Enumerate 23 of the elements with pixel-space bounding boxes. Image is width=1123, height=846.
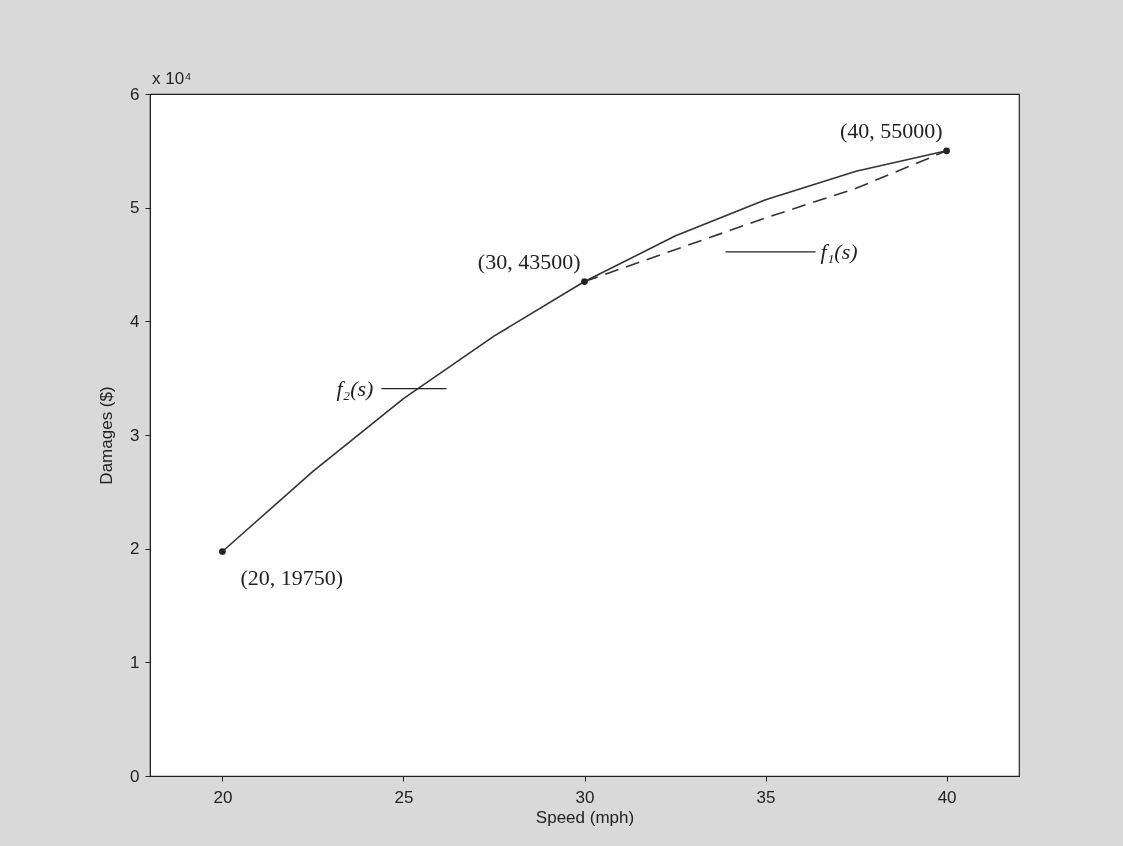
- annotation: (30, 43500): [477, 248, 581, 274]
- y-tick-label: 4: [130, 311, 140, 331]
- y-tick-label: 6: [130, 84, 140, 104]
- y-tick-label: 5: [130, 198, 140, 218]
- x-tick-label: 30: [575, 787, 595, 807]
- x-tick-label: 20: [213, 787, 233, 807]
- point: [581, 278, 588, 285]
- y-tick-label: 3: [130, 425, 140, 445]
- y-axis-title: Damages ($): [97, 386, 117, 485]
- x-tick-label: 35: [756, 787, 776, 807]
- x-axis-title: Speed (mph): [535, 807, 635, 827]
- point: [943, 147, 950, 155]
- y-tick-label: 0: [130, 766, 140, 786]
- annotation: (20, 19750): [240, 564, 344, 590]
- text: x 10⁴: [152, 69, 192, 88]
- series-label: f₂(s): [336, 375, 374, 401]
- x-tick-label: 25: [394, 787, 414, 807]
- annotation: (40, 55000): [839, 117, 943, 143]
- point: [219, 548, 226, 555]
- series-label: f₁(s): [820, 238, 858, 264]
- y-tick-label: 1: [130, 652, 140, 672]
- x-tick-label: 40: [937, 787, 957, 807]
- y-tick-label: 2: [130, 539, 140, 559]
